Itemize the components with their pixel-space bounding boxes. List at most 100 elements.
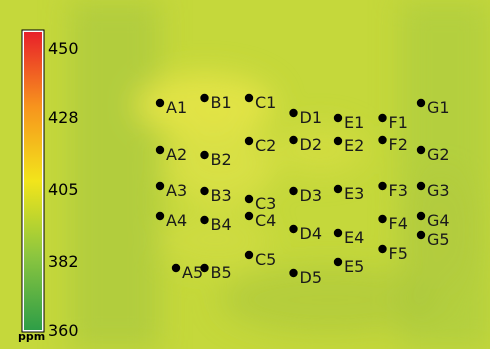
sample-point-marker (155, 98, 165, 108)
sample-point-marker (200, 263, 209, 273)
sample-point-c4: C4 (244, 211, 276, 230)
sample-point-label: E2 (344, 136, 364, 155)
sample-point-g3: G3 (416, 181, 450, 200)
sample-point-c2: C2 (244, 136, 276, 155)
sample-point-f1: F1 (378, 113, 408, 132)
sample-point-label: F1 (389, 113, 408, 132)
colorbar-tick-label: 382 (48, 252, 79, 271)
sample-point-a4: A4 (155, 211, 187, 230)
sample-point-label: B2 (211, 150, 232, 169)
sample-point-a5: A5 (171, 263, 203, 282)
sample-point-g1: G1 (416, 98, 450, 117)
sample-point-g2: G2 (416, 145, 450, 164)
sample-point-label: C2 (255, 136, 276, 155)
sample-point-label: E4 (344, 228, 364, 247)
sample-point-marker (244, 93, 254, 103)
sample-point-label: B4 (211, 215, 232, 234)
sample-point-label: E1 (344, 113, 364, 132)
sample-point-label: A3 (166, 181, 187, 200)
sample-point-label: F2 (389, 135, 408, 154)
sample-point-marker (333, 257, 343, 267)
sample-point-marker (416, 98, 426, 108)
sample-point-e1: E1 (333, 113, 364, 132)
sample-point-marker (171, 263, 181, 273)
sample-point-marker (378, 244, 387, 254)
sample-point-marker (333, 113, 343, 123)
sample-point-marker (289, 186, 298, 196)
sample-point-label: D3 (300, 186, 323, 205)
sample-point-c1: C1 (244, 93, 276, 112)
sample-point-marker (200, 150, 209, 160)
sample-point-label: B3 (211, 186, 232, 205)
field-cool-bottom (220, 265, 440, 335)
sample-point-e4: E4 (333, 228, 364, 247)
sample-points: A1 B1 C1 D1 E1 F1 G1 A2 B2 C2 D2 E2 F2 G2 A3 B3 C3 D3 E3 F3… (155, 93, 450, 287)
sample-point-f3: F3 (378, 181, 408, 200)
sample-point-marker (333, 228, 343, 238)
sample-point-label: G3 (427, 181, 450, 200)
sample-point-a2: A2 (155, 145, 187, 164)
sample-point-marker (289, 108, 298, 118)
sample-point-marker (289, 224, 298, 234)
sample-point-label: A2 (166, 145, 187, 164)
sample-point-marker (244, 250, 254, 260)
sample-point-marker (416, 211, 426, 221)
field-shading (70, 0, 490, 349)
sample-point-a3: A3 (155, 181, 187, 200)
sample-point-marker (289, 268, 298, 278)
sample-point-marker (378, 181, 387, 191)
sample-point-e3: E3 (333, 184, 364, 203)
sample-point-e5: E5 (333, 257, 364, 276)
sample-point-label: A4 (166, 211, 187, 230)
sample-point-marker (333, 184, 343, 194)
sample-point-e2: E2 (333, 136, 364, 155)
sample-point-a1: A1 (155, 98, 187, 117)
sample-point-d3: D3 (289, 186, 322, 205)
sample-point-g4: G4 (416, 211, 450, 230)
sample-point-marker (200, 215, 209, 225)
colorbar-unit-label: ppm (18, 330, 45, 343)
sample-point-b1: B1 (200, 93, 232, 112)
sample-point-label: G5 (427, 230, 450, 249)
sample-point-g5: G5 (416, 230, 450, 249)
field-hotspot-lower (160, 210, 270, 270)
sample-point-label: D1 (300, 108, 323, 127)
sample-point-d1: D1 (289, 108, 322, 127)
colorbar-tick-label: 360 (48, 321, 79, 340)
sample-point-marker (244, 194, 254, 204)
sample-point-label: B1 (211, 93, 232, 112)
sample-point-marker (378, 113, 387, 123)
sample-point-label: A5 (182, 263, 203, 282)
sample-point-label: G2 (427, 145, 450, 164)
sample-point-marker (416, 181, 426, 191)
sample-point-c5: C5 (244, 250, 276, 269)
sample-point-label: C4 (255, 211, 276, 230)
sample-point-marker (200, 93, 209, 103)
sample-point-label: E5 (344, 257, 364, 276)
sample-point-f4: F4 (378, 214, 408, 233)
sample-point-marker (289, 135, 298, 145)
sample-point-marker (416, 230, 426, 240)
sample-point-label: C3 (255, 194, 276, 213)
sample-point-label: G4 (427, 211, 450, 230)
field-hotspot-mid (165, 125, 275, 205)
colorbar: 360 382 405 428 450 ppm (18, 29, 79, 343)
sample-point-marker (155, 211, 165, 221)
sample-point-marker (416, 145, 426, 155)
sample-point-label: F3 (389, 181, 408, 200)
sample-point-marker (155, 181, 165, 191)
colorbar-tick-label: 405 (48, 180, 79, 199)
sample-point-c3: C3 (244, 194, 276, 213)
colorbar-ticks: 360 382 405 428 450 (48, 39, 79, 340)
sample-point-b4: B4 (200, 215, 232, 234)
sample-point-marker (333, 136, 343, 146)
sample-point-marker (244, 211, 254, 221)
sample-point-marker (378, 135, 387, 145)
sample-point-label: C1 (255, 93, 276, 112)
sample-point-b3: B3 (200, 186, 232, 205)
colorbar-gradient (24, 32, 42, 330)
sample-point-b5: B5 (200, 263, 232, 282)
